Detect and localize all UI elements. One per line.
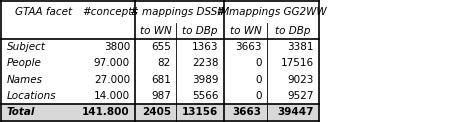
Text: 3663: 3663 [235, 42, 262, 52]
Text: to DBp: to DBp [182, 26, 218, 36]
Text: to WN: to WN [140, 26, 172, 36]
Text: 655: 655 [151, 42, 171, 52]
Text: # mappings DSSIM: # mappings DSSIM [130, 7, 229, 17]
Bar [1, 104, 319, 121]
Text: 9527: 9527 [287, 91, 314, 101]
Text: Subject: Subject [7, 42, 46, 52]
Text: 2238: 2238 [192, 58, 218, 68]
Text: Names: Names [7, 75, 43, 85]
Text: 3989: 3989 [192, 75, 218, 85]
Text: 82: 82 [158, 58, 171, 68]
Text: People: People [7, 58, 42, 68]
Text: 39447: 39447 [277, 107, 314, 117]
Text: 3663: 3663 [233, 107, 262, 117]
Text: GTAA facet: GTAA facet [15, 7, 72, 17]
Text: 0: 0 [255, 75, 262, 85]
Text: 3800: 3800 [104, 42, 130, 52]
Text: 681: 681 [151, 75, 171, 85]
Text: 1363: 1363 [192, 42, 218, 52]
Text: #concepts: #concepts [83, 7, 138, 17]
Text: 27.000: 27.000 [94, 75, 130, 85]
Text: 14.000: 14.000 [94, 91, 130, 101]
Text: 0: 0 [255, 58, 262, 68]
Text: 9023: 9023 [287, 75, 314, 85]
Text: 0: 0 [255, 91, 262, 101]
Text: # mappings GG2WW: # mappings GG2WW [217, 7, 326, 17]
Text: 17516: 17516 [281, 58, 314, 68]
Text: 2405: 2405 [142, 107, 171, 117]
Text: 3381: 3381 [287, 42, 314, 52]
Text: Locations: Locations [7, 91, 57, 101]
Text: 987: 987 [151, 91, 171, 101]
Text: Total: Total [7, 107, 35, 117]
Text: 5566: 5566 [192, 91, 218, 101]
Text: 97.000: 97.000 [94, 58, 130, 68]
Text: to DBp: to DBp [276, 26, 311, 36]
Text: 141.800: 141.800 [82, 107, 130, 117]
Text: 13156: 13156 [182, 107, 218, 117]
Text: to WN: to WN [230, 26, 261, 36]
